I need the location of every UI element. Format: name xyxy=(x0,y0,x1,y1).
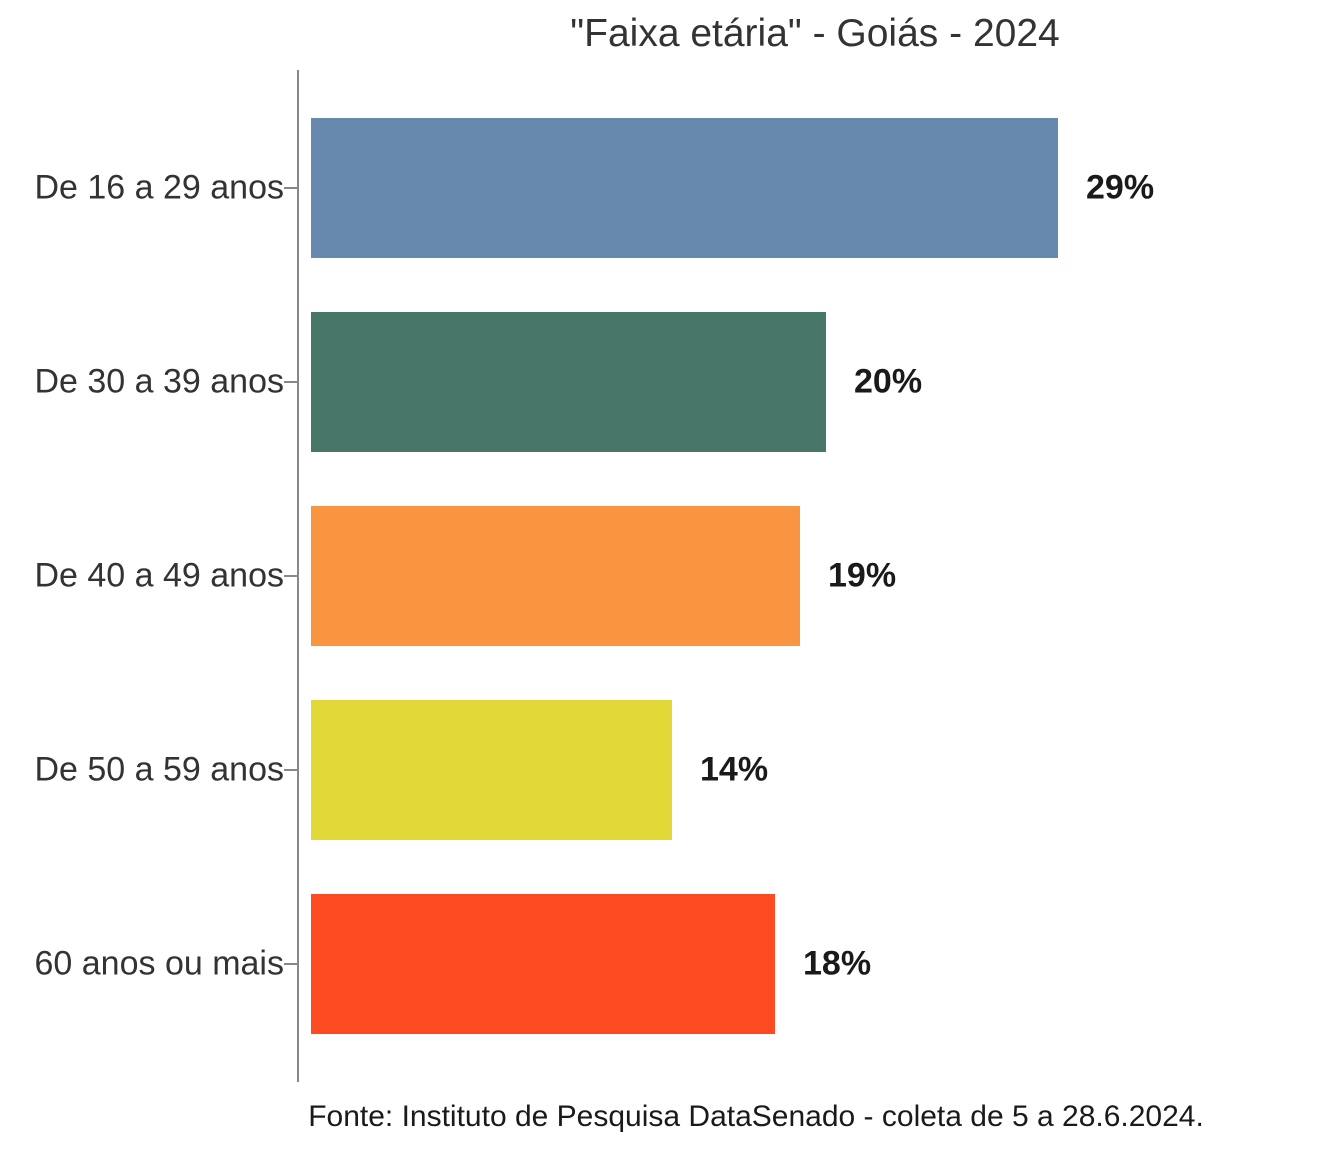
bar xyxy=(311,118,1058,258)
bar-row: De 50 a 59 anos 14% xyxy=(0,700,1344,840)
axis-tick xyxy=(284,187,297,189)
value-label: 18% xyxy=(803,944,872,983)
bar-row: De 30 a 39 anos 20% xyxy=(0,312,1344,452)
value-label: 29% xyxy=(1086,168,1155,207)
category-label: De 40 a 49 anos xyxy=(34,556,284,595)
bar-row: De 40 a 49 anos 19% xyxy=(0,506,1344,646)
value-label: 14% xyxy=(700,750,769,789)
chart-title: "Faixa etária" - Goiás - 2024 xyxy=(570,12,1060,55)
category-label: De 30 a 39 anos xyxy=(34,362,284,401)
value-label: 19% xyxy=(828,556,897,595)
bar xyxy=(311,894,775,1034)
category-label: 60 anos ou mais xyxy=(34,944,285,983)
bar xyxy=(311,700,672,840)
source-note: Fonte: Instituto de Pesquisa DataSenado … xyxy=(308,1100,1204,1133)
axis-tick xyxy=(284,381,297,383)
axis-tick xyxy=(284,575,297,577)
bar xyxy=(311,506,800,646)
axis-tick xyxy=(284,963,297,965)
category-label: De 50 a 59 anos xyxy=(34,750,284,789)
value-label: 20% xyxy=(854,362,923,401)
axis-tick xyxy=(284,769,297,771)
bar-row: De 16 a 29 anos 29% xyxy=(0,118,1344,258)
category-label: De 16 a 29 anos xyxy=(34,168,284,207)
bar xyxy=(311,312,826,452)
y-axis-line xyxy=(297,70,299,1082)
bar-row: 60 anos ou mais 18% xyxy=(0,894,1344,1034)
